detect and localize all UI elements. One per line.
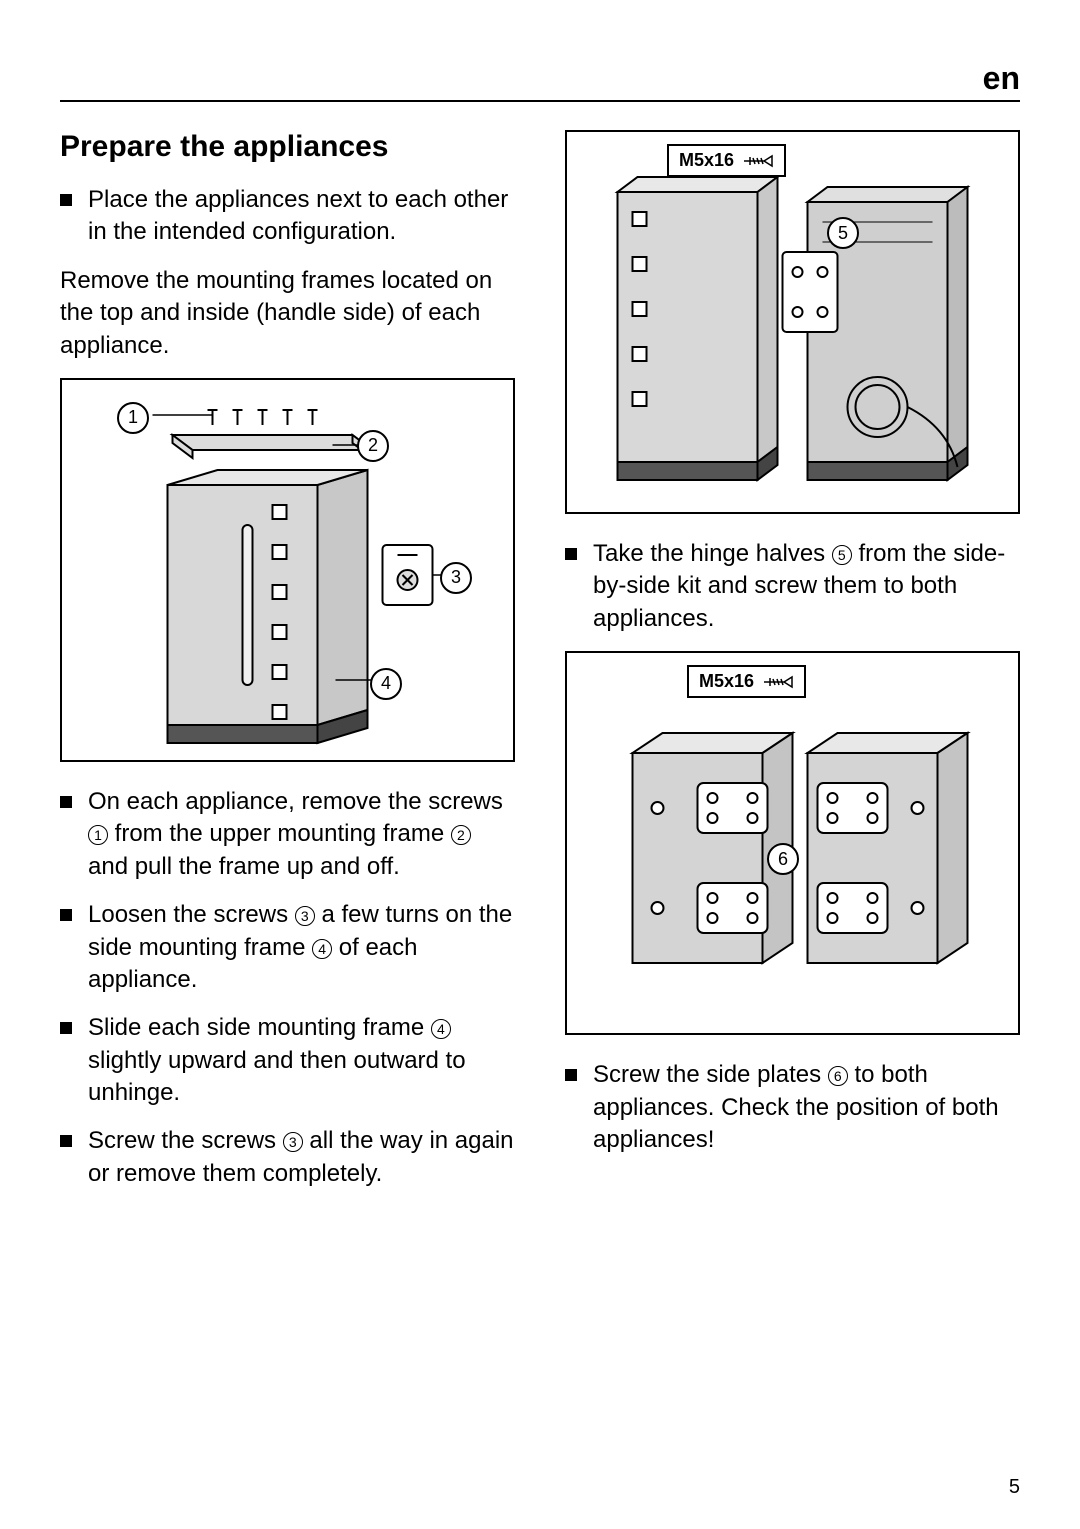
language-code: en [983, 60, 1020, 97]
two-column-layout: Prepare the appliances Place the applian… [60, 130, 1020, 1206]
figure3-illustration [567, 653, 1018, 1033]
manual-page: en Prepare the appliances Place the appl… [0, 0, 1080, 1529]
inline-ref: 1 [88, 825, 108, 845]
callout-1: 1 [117, 402, 149, 434]
bullet-list: Screw the side plates 6 to both applianc… [565, 1059, 1020, 1156]
screw-icon [742, 154, 774, 168]
screw-icon [762, 675, 794, 689]
inline-ref: 3 [283, 1132, 303, 1152]
page-number: 5 [1009, 1476, 1020, 1499]
list-item-text: Loosen the screws 3 a few turns on the s… [88, 901, 512, 993]
inline-ref: 3 [295, 906, 315, 926]
figure2-illustration [567, 132, 1018, 512]
figure-side-plates: M5x16 6 [565, 651, 1020, 1035]
paragraph: Remove the mounting frames located on th… [60, 265, 515, 362]
list-item: On each appliance, remove the screws 1 f… [60, 786, 515, 883]
inline-ref: 4 [312, 939, 332, 959]
list-item: Place the appliances next to each other … [60, 184, 515, 249]
callout-5: 5 [827, 217, 859, 249]
left-column: Prepare the appliances Place the applian… [60, 130, 515, 1206]
screw-spec-label: M5x16 [687, 665, 806, 698]
list-item-text: Slide each side mounting frame 4 slightl… [88, 1014, 466, 1106]
bullet-list: On each appliance, remove the screws 1 f… [60, 786, 515, 1190]
right-column: M5x16 5 Take the hinge halves 5 from the… [565, 130, 1020, 1206]
figure-remove-frames: 1 2 3 4 [60, 378, 515, 762]
callout-4: 4 [370, 668, 402, 700]
list-item: Screw the screws 3 all the way in again … [60, 1125, 515, 1190]
list-item-text: Place the appliances next to each other … [88, 186, 508, 245]
list-item-text: Screw the screws 3 all the way in again … [88, 1127, 514, 1186]
screw-spec-text: M5x16 [679, 150, 734, 171]
section-heading: Prepare the appliances [60, 130, 515, 164]
inline-ref: 4 [431, 1019, 451, 1039]
screw-spec-text: M5x16 [699, 671, 754, 692]
callout-2: 2 [357, 430, 389, 462]
figure-hinge-halves: M5x16 5 [565, 130, 1020, 514]
screw-spec-label: M5x16 [667, 144, 786, 177]
header-rule [60, 100, 1020, 102]
list-item: Loosen the screws 3 a few turns on the s… [60, 899, 515, 996]
list-item-text: Screw the side plates 6 to both applianc… [593, 1061, 999, 1153]
inline-ref: 6 [828, 1066, 848, 1086]
inline-ref: 5 [832, 545, 852, 565]
list-item-text: Take the hinge halves 5 from the side-by… [593, 540, 1005, 632]
bullet-list: Take the hinge halves 5 from the side-by… [565, 538, 1020, 635]
bullet-list: Place the appliances next to each other … [60, 184, 515, 249]
inline-ref: 2 [451, 825, 471, 845]
list-item: Take the hinge halves 5 from the side-by… [565, 538, 1020, 635]
list-item-text: On each appliance, remove the screws 1 f… [88, 788, 503, 880]
list-item: Slide each side mounting frame 4 slightl… [60, 1012, 515, 1109]
callout-3: 3 [440, 562, 472, 594]
list-item: Screw the side plates 6 to both applianc… [565, 1059, 1020, 1156]
callout-6: 6 [767, 843, 799, 875]
